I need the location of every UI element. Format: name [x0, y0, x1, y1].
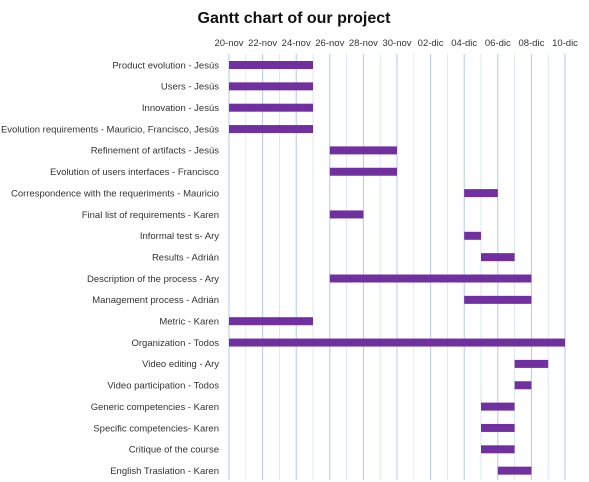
task-label: Informal test s- Ary: [140, 231, 219, 242]
task-label: Results - Adrián: [152, 252, 219, 263]
x-tick-label: 08-dic: [518, 38, 544, 49]
task-bar: [464, 231, 481, 240]
task-label: Innovation - Jesús: [142, 103, 219, 114]
task-label: Product evolution - Jesús: [112, 60, 219, 71]
chart-title: Gantt chart of our project: [198, 10, 392, 27]
task-bar: [514, 381, 532, 390]
x-tick-label: 06-dic: [485, 38, 511, 49]
x-tick-label: 10-dic: [552, 38, 578, 49]
x-tick-label: 30-nov: [382, 38, 411, 49]
task-bars: [229, 61, 565, 475]
task-label: Critique of the course: [129, 445, 219, 456]
task-label: Refinement of artifacts - Jesús: [91, 146, 220, 157]
task-label: Evolution requirements - Mauricio, Franc…: [1, 124, 219, 135]
x-tick-label: 20-nov: [214, 38, 243, 49]
task-bar: [481, 253, 515, 262]
task-bar: [329, 210, 364, 219]
task-bar: [329, 274, 532, 283]
task-bar: [497, 466, 532, 475]
task-label: Correspondence with the requeriments - M…: [11, 188, 219, 199]
task-bar: [229, 103, 313, 112]
task-bar: [329, 167, 397, 176]
task-label: Description of the process - Ary: [87, 274, 219, 285]
task-label: Specific competencies- Karen: [93, 423, 219, 434]
task-bar: [229, 61, 313, 69]
x-tick-label: 04-dic: [451, 38, 477, 49]
task-label: Users - Jesús: [161, 82, 219, 93]
task-bar: [514, 359, 549, 368]
task-label: English Traslation - Karen: [110, 466, 219, 477]
task-bar: [481, 423, 515, 432]
task-label: Metric - Karen: [159, 317, 219, 328]
task-bar: [229, 125, 313, 134]
task-label: Organization - Todos: [132, 338, 220, 349]
x-tick-label: 24-nov: [282, 38, 311, 49]
gridlines: [228, 54, 566, 480]
task-label: Final list of requirements - Karen: [82, 210, 219, 221]
x-tick-label: 26-nov: [315, 38, 344, 49]
x-tick-label: 22-nov: [248, 38, 277, 49]
task-bar: [464, 295, 532, 304]
task-label: Generic competencies - Karen: [91, 402, 219, 413]
task-label: Video editing - Ary: [142, 359, 219, 370]
task-bar: [481, 402, 515, 411]
x-axis-ticks: 20-nov 22-nov 24-nov 26-nov 28-nov 30-nov 02-d…: [214, 38, 578, 49]
task-bar: [481, 445, 515, 454]
x-tick-label: 28-nov: [349, 38, 378, 49]
task-labels: Product evolution - Jesús Users - Jesús In…: [1, 60, 219, 477]
task-label: Management process - Adrián: [92, 295, 219, 306]
task-bar: [229, 317, 313, 326]
task-bar: [229, 338, 565, 347]
task-label: Video participation - Todos: [107, 381, 219, 392]
task-bar: [464, 189, 498, 198]
task-bar: [329, 146, 397, 155]
task-label: Evolution of users interfaces - Francisc…: [50, 167, 219, 178]
x-tick-label: 02-dic: [418, 38, 444, 49]
task-bar: [229, 82, 313, 91]
